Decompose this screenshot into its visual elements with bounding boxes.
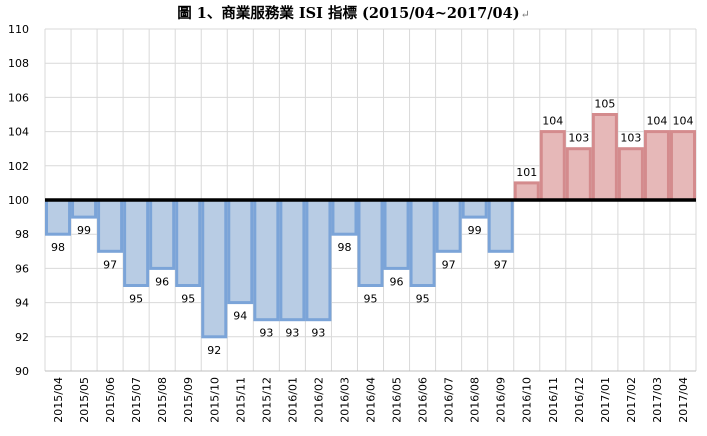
data-label: 101 [516, 166, 537, 179]
data-label: 96 [155, 275, 169, 288]
bar [253, 198, 280, 322]
bar [201, 198, 228, 339]
x-tick-label: 2015/10 [208, 377, 221, 423]
y-tick-label: 96 [15, 262, 29, 275]
y-tick-label: 102 [8, 160, 29, 173]
x-tick-label: 2015/08 [156, 377, 169, 423]
bar [45, 198, 72, 236]
x-tick-label: 2015/05 [78, 377, 91, 423]
bar [435, 198, 462, 253]
data-label: 97 [442, 258, 456, 271]
y-tick-label: 108 [8, 57, 29, 70]
x-tick-label: 2016/09 [495, 377, 508, 423]
chart-title-text: 圖 1、商業服務業 ISI 指標 (2015/04~2017/04) [177, 5, 520, 22]
data-label: 99 [468, 224, 482, 237]
bar [305, 198, 332, 322]
bar [539, 130, 566, 202]
bar [175, 198, 202, 287]
x-tick-label: 2016/03 [338, 377, 351, 423]
data-label: 93 [259, 327, 273, 340]
y-tick-label: 90 [15, 365, 29, 378]
bar [643, 130, 670, 202]
bar [357, 198, 384, 287]
x-tick-label: 2017/03 [651, 377, 664, 423]
bar [123, 198, 150, 287]
y-tick-label: 94 [15, 297, 29, 310]
x-tick-label: 2016/05 [391, 377, 404, 423]
bar [565, 147, 592, 202]
x-tick-label: 2015/12 [260, 377, 273, 423]
axes: 90 92 94 96 98 100 102 104 106 108 110 2015/04 2015/… [8, 23, 696, 423]
x-tick-label: 2015/11 [234, 377, 247, 423]
x-tick-label: 2016/04 [365, 377, 378, 423]
x-tick-label: 2015/09 [182, 377, 195, 423]
y-tick-label: 110 [8, 23, 29, 36]
x-tick-label: 2016/12 [573, 377, 586, 423]
data-label: 95 [129, 293, 143, 306]
data-label: 93 [285, 327, 299, 340]
data-label: 104 [542, 115, 563, 128]
data-label: 98 [51, 241, 65, 254]
bar [383, 198, 410, 270]
bar [669, 130, 697, 202]
x-tick-label: 2016/02 [312, 377, 325, 423]
data-labels: 98 99 97 95 96 95 92 94 93 93 93 98 95 96 95 97 99 97 101 1… [51, 98, 693, 357]
x-tick-label: 2016/08 [469, 377, 482, 423]
data-label: 95 [181, 293, 195, 306]
data-label: 95 [416, 293, 430, 306]
data-label: 104 [672, 115, 693, 128]
x-tick-label: 2015/06 [104, 377, 117, 423]
data-label: 105 [594, 98, 615, 111]
x-tick-label: 2016/06 [417, 377, 430, 423]
x-tick-label: 2016/10 [521, 377, 534, 423]
bar [461, 198, 488, 219]
y-tick-label: 104 [8, 126, 29, 139]
bar [617, 147, 644, 202]
x-tick-label: 2017/02 [625, 377, 638, 423]
x-tick-label: 2016/11 [547, 377, 560, 423]
data-label: 96 [390, 275, 404, 288]
y-tick-label: 100 [8, 194, 29, 207]
data-label: 98 [337, 241, 351, 254]
bar [591, 113, 618, 202]
x-tick-label: 2016/07 [443, 377, 456, 423]
return-mark-icon: ↵ [520, 8, 530, 21]
bar [331, 198, 358, 236]
data-label: 94 [233, 310, 247, 323]
data-label: 97 [494, 258, 508, 271]
data-label: 103 [568, 132, 589, 145]
data-label: 92 [207, 344, 221, 357]
x-tick-label: 2016/01 [286, 377, 299, 423]
chart-title: 圖 1、商業服務業 ISI 指標 (2015/04~2017/04)↵ [0, 2, 707, 23]
bar [409, 198, 436, 287]
data-label: 95 [364, 293, 378, 306]
y-tick-label: 106 [8, 91, 29, 104]
bar [513, 181, 540, 202]
data-label: 97 [103, 258, 117, 271]
bar [279, 198, 306, 322]
data-label: 103 [620, 132, 641, 145]
data-label: 99 [77, 224, 91, 237]
bar [487, 198, 514, 253]
data-label: 93 [311, 327, 325, 340]
bar [71, 198, 98, 219]
y-tick-label: 92 [15, 331, 29, 344]
bar [227, 198, 254, 305]
data-label: 104 [646, 115, 667, 128]
x-tick-label: 2017/04 [677, 377, 690, 423]
bar [97, 198, 124, 253]
y-tick-label: 98 [15, 228, 29, 241]
x-tick-label: 2015/07 [130, 377, 143, 423]
x-tick-label: 2017/01 [599, 377, 612, 423]
x-tick-label: 2015/04 [52, 377, 65, 423]
bar [149, 198, 176, 270]
